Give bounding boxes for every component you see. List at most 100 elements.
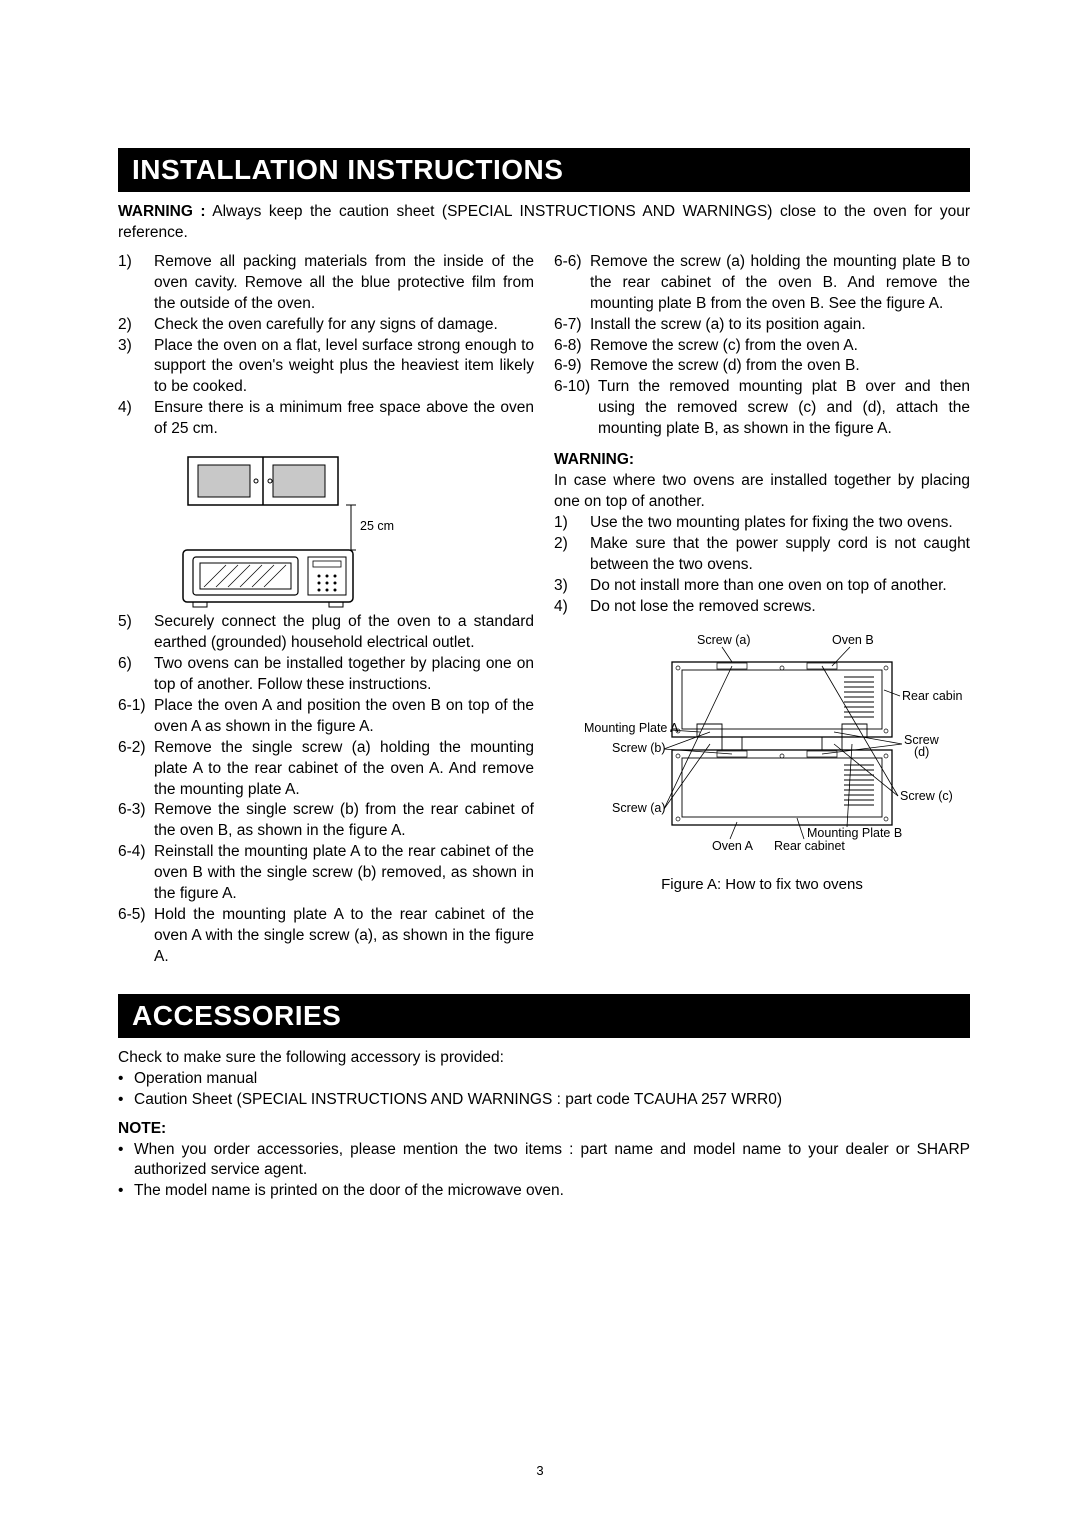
warning-label: WARNING : bbox=[118, 203, 206, 220]
bullet-icon: • bbox=[118, 1181, 134, 1202]
left-column: 1)Remove all packing materials from the … bbox=[118, 252, 534, 968]
svg-text:Mounting Plate A: Mounting Plate A bbox=[584, 721, 679, 735]
sub-item: 6-5)Hold the mounting plate A to the rea… bbox=[118, 905, 534, 968]
item-text: Remove the single screw (a) holding the … bbox=[154, 738, 534, 801]
item-num: 6-4) bbox=[118, 842, 154, 905]
figure-a-diagram: Screw (a) Oven B bbox=[582, 632, 942, 895]
item-num: 2) bbox=[118, 315, 154, 336]
bullet-text: Caution Sheet (SPECIAL INSTRUCTIONS AND … bbox=[134, 1090, 970, 1111]
svg-text:Oven B: Oven B bbox=[832, 633, 874, 647]
list-item: 3)Place the oven on a flat, level surfac… bbox=[118, 336, 534, 399]
note-item: •The model name is printed on the door o… bbox=[118, 1181, 970, 1202]
item-num: 6-9) bbox=[554, 356, 590, 377]
item-num: 6) bbox=[118, 654, 154, 696]
item-num: 6-8) bbox=[554, 336, 590, 357]
sub-item: 6-8)Remove the screw (c) from the oven A… bbox=[554, 336, 970, 357]
sub-item: 6-2)Remove the single screw (a) holding … bbox=[118, 738, 534, 801]
item-num: 6-6) bbox=[554, 252, 590, 315]
svg-text:Rear cabinet: Rear cabinet bbox=[774, 839, 845, 853]
warn-item: 2)Make sure that the power supply cord i… bbox=[554, 534, 970, 576]
item-num: 6-3) bbox=[118, 800, 154, 842]
note-text: When you order accessories, please menti… bbox=[134, 1140, 970, 1182]
warning-text: Always keep the caution sheet (SPECIAL I… bbox=[118, 203, 970, 241]
item-num: 6-7) bbox=[554, 315, 590, 336]
installation-header: INSTALLATION INSTRUCTIONS bbox=[118, 148, 970, 192]
item-text: Remove the single screw (b) from the rea… bbox=[154, 800, 534, 842]
svg-text:Mounting Plate B: Mounting Plate B bbox=[807, 826, 902, 840]
page-number: 3 bbox=[0, 1463, 1080, 1478]
sub-item: 6-1)Place the oven A and position the ov… bbox=[118, 696, 534, 738]
svg-text:Rear cabinet: Rear cabinet bbox=[902, 689, 962, 703]
list-item: 1)Remove all packing materials from the … bbox=[118, 252, 534, 315]
bullet-icon: • bbox=[118, 1069, 134, 1090]
item-text: Place the oven on a flat, level surface … bbox=[154, 336, 534, 399]
sub-item: 6-10)Turn the removed mounting plat B ov… bbox=[554, 377, 970, 440]
right-warning-label: WARNING: bbox=[554, 450, 970, 471]
note-text: The model name is printed on the door of… bbox=[134, 1181, 970, 1202]
item-text: Install the screw (a) to its position ag… bbox=[590, 315, 970, 336]
sub-item: 6-4)Reinstall the mounting plate A to th… bbox=[118, 842, 534, 905]
svg-text:Screw (a): Screw (a) bbox=[697, 633, 750, 647]
item-text: Securely connect the plug of the oven to… bbox=[154, 612, 534, 654]
item-num: 6-5) bbox=[118, 905, 154, 968]
list-item: 5)Securely connect the plug of the oven … bbox=[118, 612, 534, 654]
note-item: •When you order accessories, please ment… bbox=[118, 1140, 970, 1182]
item-text: Ensure there is a minimum free space abo… bbox=[154, 398, 534, 440]
item-text: Hold the mounting plate A to the rear ca… bbox=[154, 905, 534, 968]
note-label: NOTE: bbox=[118, 1119, 970, 1140]
item-text: Do not install more than one oven on top… bbox=[590, 576, 970, 597]
warn-item: 3)Do not install more than one oven on t… bbox=[554, 576, 970, 597]
item-num: 3) bbox=[554, 576, 590, 597]
sub-item: 6-3)Remove the single screw (b) from the… bbox=[118, 800, 534, 842]
item-num: 1) bbox=[554, 513, 590, 534]
bullet-item: •Caution Sheet (SPECIAL INSTRUCTIONS AND… bbox=[118, 1090, 970, 1111]
bullet-icon: • bbox=[118, 1090, 134, 1111]
list-item: 2)Check the oven carefully for any signs… bbox=[118, 315, 534, 336]
clearance-label: 25 cm bbox=[360, 519, 394, 533]
item-text: Make sure that the power supply cord is … bbox=[590, 534, 970, 576]
item-text: Two ovens can be installed together by p… bbox=[154, 654, 534, 696]
item-num: 6-10) bbox=[554, 377, 598, 440]
warn-item: 1)Use the two mounting plates for fixing… bbox=[554, 513, 970, 534]
list-item: 4)Ensure there is a minimum free space a… bbox=[118, 398, 534, 440]
svg-text:(d): (d) bbox=[914, 745, 929, 759]
accessories-body: Check to make sure the following accesso… bbox=[118, 1048, 970, 1202]
clearance-diagram: 25 cm bbox=[168, 452, 428, 612]
right-warning-intro: In case where two ovens are installed to… bbox=[554, 471, 970, 513]
list-item: 6)Two ovens can be installed together by… bbox=[118, 654, 534, 696]
sub-item: 6-9)Remove the screw (d) from the oven B… bbox=[554, 356, 970, 377]
item-num: 4) bbox=[118, 398, 154, 440]
item-text: Check the oven carefully for any signs o… bbox=[154, 315, 534, 336]
item-text: Remove the screw (a) holding the mountin… bbox=[590, 252, 970, 315]
accessories-header: ACCESSORIES bbox=[118, 994, 970, 1038]
bullet-icon: • bbox=[118, 1140, 134, 1182]
svg-text:Screw (a): Screw (a) bbox=[612, 801, 665, 815]
bullet-item: •Operation manual bbox=[118, 1069, 970, 1090]
item-text: Reinstall the mounting plate A to the re… bbox=[154, 842, 534, 905]
item-text: Use the two mounting plates for fixing t… bbox=[590, 513, 970, 534]
item-num: 5) bbox=[118, 612, 154, 654]
two-column-layout: 1)Remove all packing materials from the … bbox=[118, 252, 970, 968]
svg-text:Screw (b): Screw (b) bbox=[612, 741, 665, 755]
accessories-intro: Check to make sure the following accesso… bbox=[118, 1048, 970, 1069]
figure-a-caption: Figure A: How to fix two ovens bbox=[582, 875, 942, 895]
item-num: 3) bbox=[118, 336, 154, 399]
item-text: Turn the removed mounting plat B over an… bbox=[598, 377, 970, 440]
item-num: 6-2) bbox=[118, 738, 154, 801]
svg-text:Oven A: Oven A bbox=[712, 839, 754, 853]
item-num: 2) bbox=[554, 534, 590, 576]
warn-item: 4)Do not lose the removed screws. bbox=[554, 597, 970, 618]
item-num: 1) bbox=[118, 252, 154, 315]
right-column: 6-6)Remove the screw (a) holding the mou… bbox=[554, 252, 970, 968]
sub-item: 6-7)Install the screw (a) to its positio… bbox=[554, 315, 970, 336]
install-warning: WARNING : Always keep the caution sheet … bbox=[118, 202, 970, 244]
svg-text:Screw (c): Screw (c) bbox=[900, 789, 953, 803]
item-text: Remove all packing materials from the in… bbox=[154, 252, 534, 315]
sub-item: 6-6)Remove the screw (a) holding the mou… bbox=[554, 252, 970, 315]
item-text: Place the oven A and position the oven B… bbox=[154, 696, 534, 738]
item-num: 4) bbox=[554, 597, 590, 618]
item-text: Remove the screw (c) from the oven A. bbox=[590, 336, 970, 357]
bullet-text: Operation manual bbox=[134, 1069, 970, 1090]
item-text: Do not lose the removed screws. bbox=[590, 597, 970, 618]
item-num: 6-1) bbox=[118, 696, 154, 738]
